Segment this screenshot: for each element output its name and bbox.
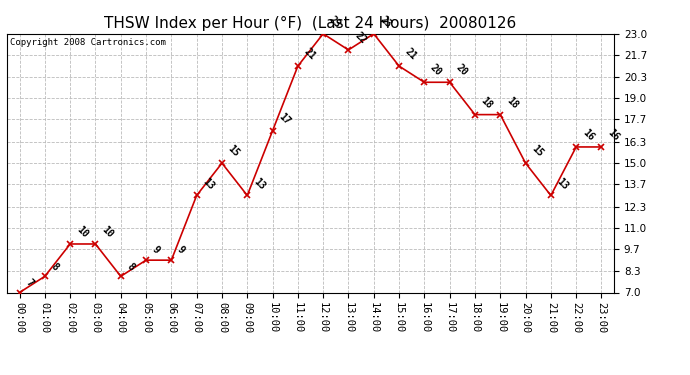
Text: 10: 10 [75, 225, 90, 240]
Text: 20: 20 [454, 63, 469, 78]
Title: THSW Index per Hour (°F)  (Last 24 Hours)  20080126: THSW Index per Hour (°F) (Last 24 Hours)… [104, 16, 517, 31]
Text: 8: 8 [49, 261, 60, 272]
Text: 20: 20 [428, 63, 444, 78]
Text: 18: 18 [504, 95, 520, 111]
Text: 23: 23 [378, 14, 393, 30]
Text: 22: 22 [353, 30, 368, 46]
Text: 10: 10 [99, 225, 115, 240]
Text: 21: 21 [302, 46, 317, 62]
Text: 9: 9 [150, 245, 161, 256]
Text: 17: 17 [277, 111, 292, 127]
Text: 18: 18 [479, 95, 495, 111]
Text: 15: 15 [530, 144, 545, 159]
Text: 23: 23 [327, 14, 343, 30]
Text: 16: 16 [580, 128, 595, 143]
Text: 21: 21 [403, 46, 419, 62]
Text: 8: 8 [125, 261, 136, 272]
Text: 16: 16 [606, 128, 621, 143]
Text: 7: 7 [23, 277, 35, 288]
Text: 13: 13 [201, 176, 216, 191]
Text: 15: 15 [226, 144, 242, 159]
Text: 13: 13 [251, 176, 267, 191]
Text: 13: 13 [555, 176, 571, 191]
Text: 9: 9 [175, 245, 187, 256]
Text: Copyright 2008 Cartronics.com: Copyright 2008 Cartronics.com [10, 38, 166, 46]
